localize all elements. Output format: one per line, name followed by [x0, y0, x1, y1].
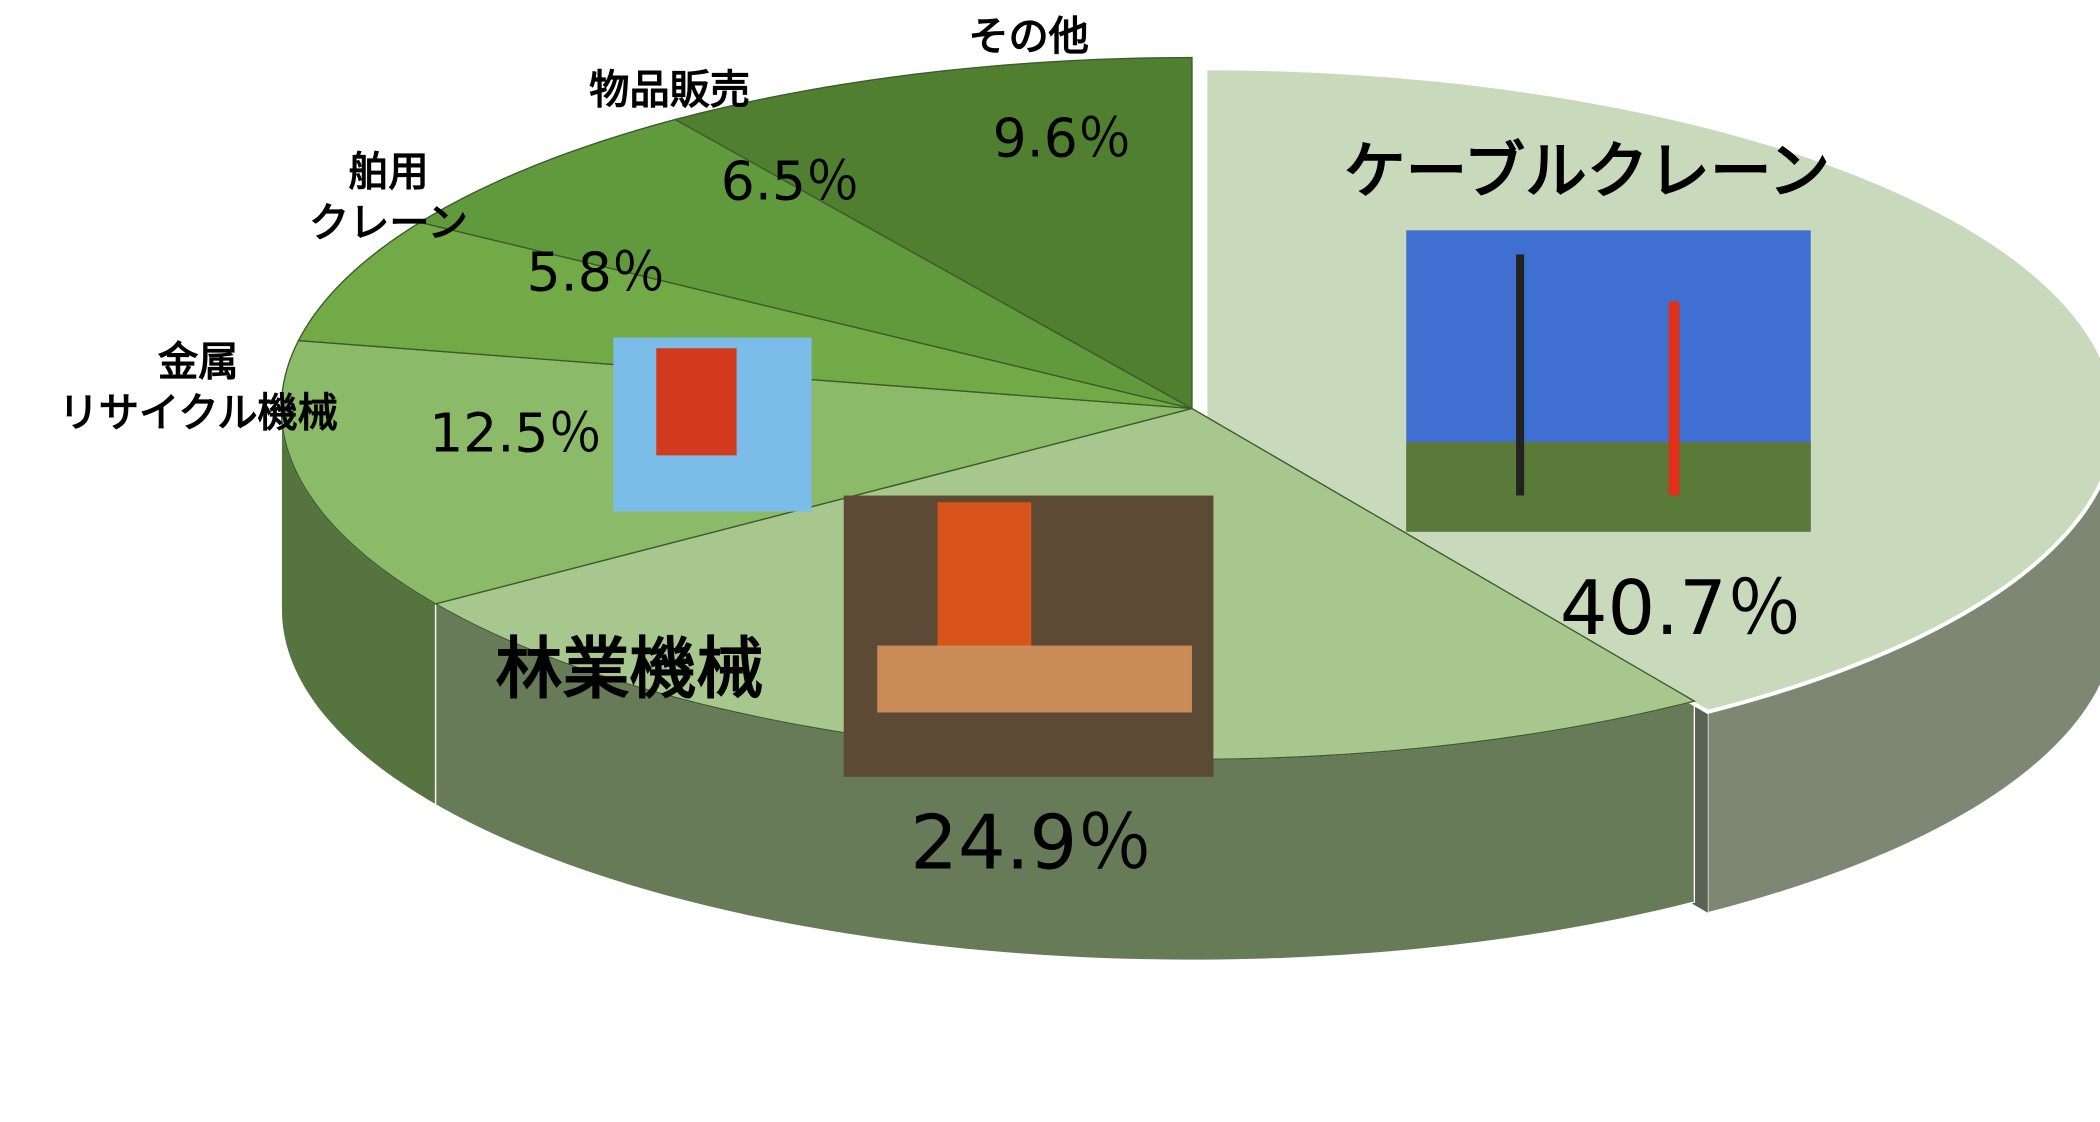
value-label: 40.7％: [1560, 548, 1802, 656]
category-label: 金属 リサイクル機械: [59, 338, 338, 438]
value-label: 9.6％: [993, 95, 1132, 173]
photo-detail: [938, 502, 1032, 649]
photo-detail: [877, 646, 1192, 713]
category-label: 舶用 クレーン: [309, 148, 468, 248]
category-label: 林業機械: [496, 628, 764, 712]
photo-ground: [1406, 442, 1810, 532]
value-label: 12.5％: [429, 390, 602, 468]
category-label: ケーブルクレーン: [1344, 133, 1830, 210]
photo-detail: [656, 348, 736, 455]
value-label: 5.8％: [527, 229, 666, 307]
chart: ケーブルクレーン 40.7％ 林業機械 24.9％ 金属 リサイクル機械 12.5％ 舶用 …: [0, 0, 2100, 1122]
category-label: その他: [968, 12, 1089, 62]
value-label: 24.9％: [910, 783, 1152, 891]
category-label: 物品販売: [589, 66, 750, 116]
value-label: 6.5％: [721, 138, 860, 216]
